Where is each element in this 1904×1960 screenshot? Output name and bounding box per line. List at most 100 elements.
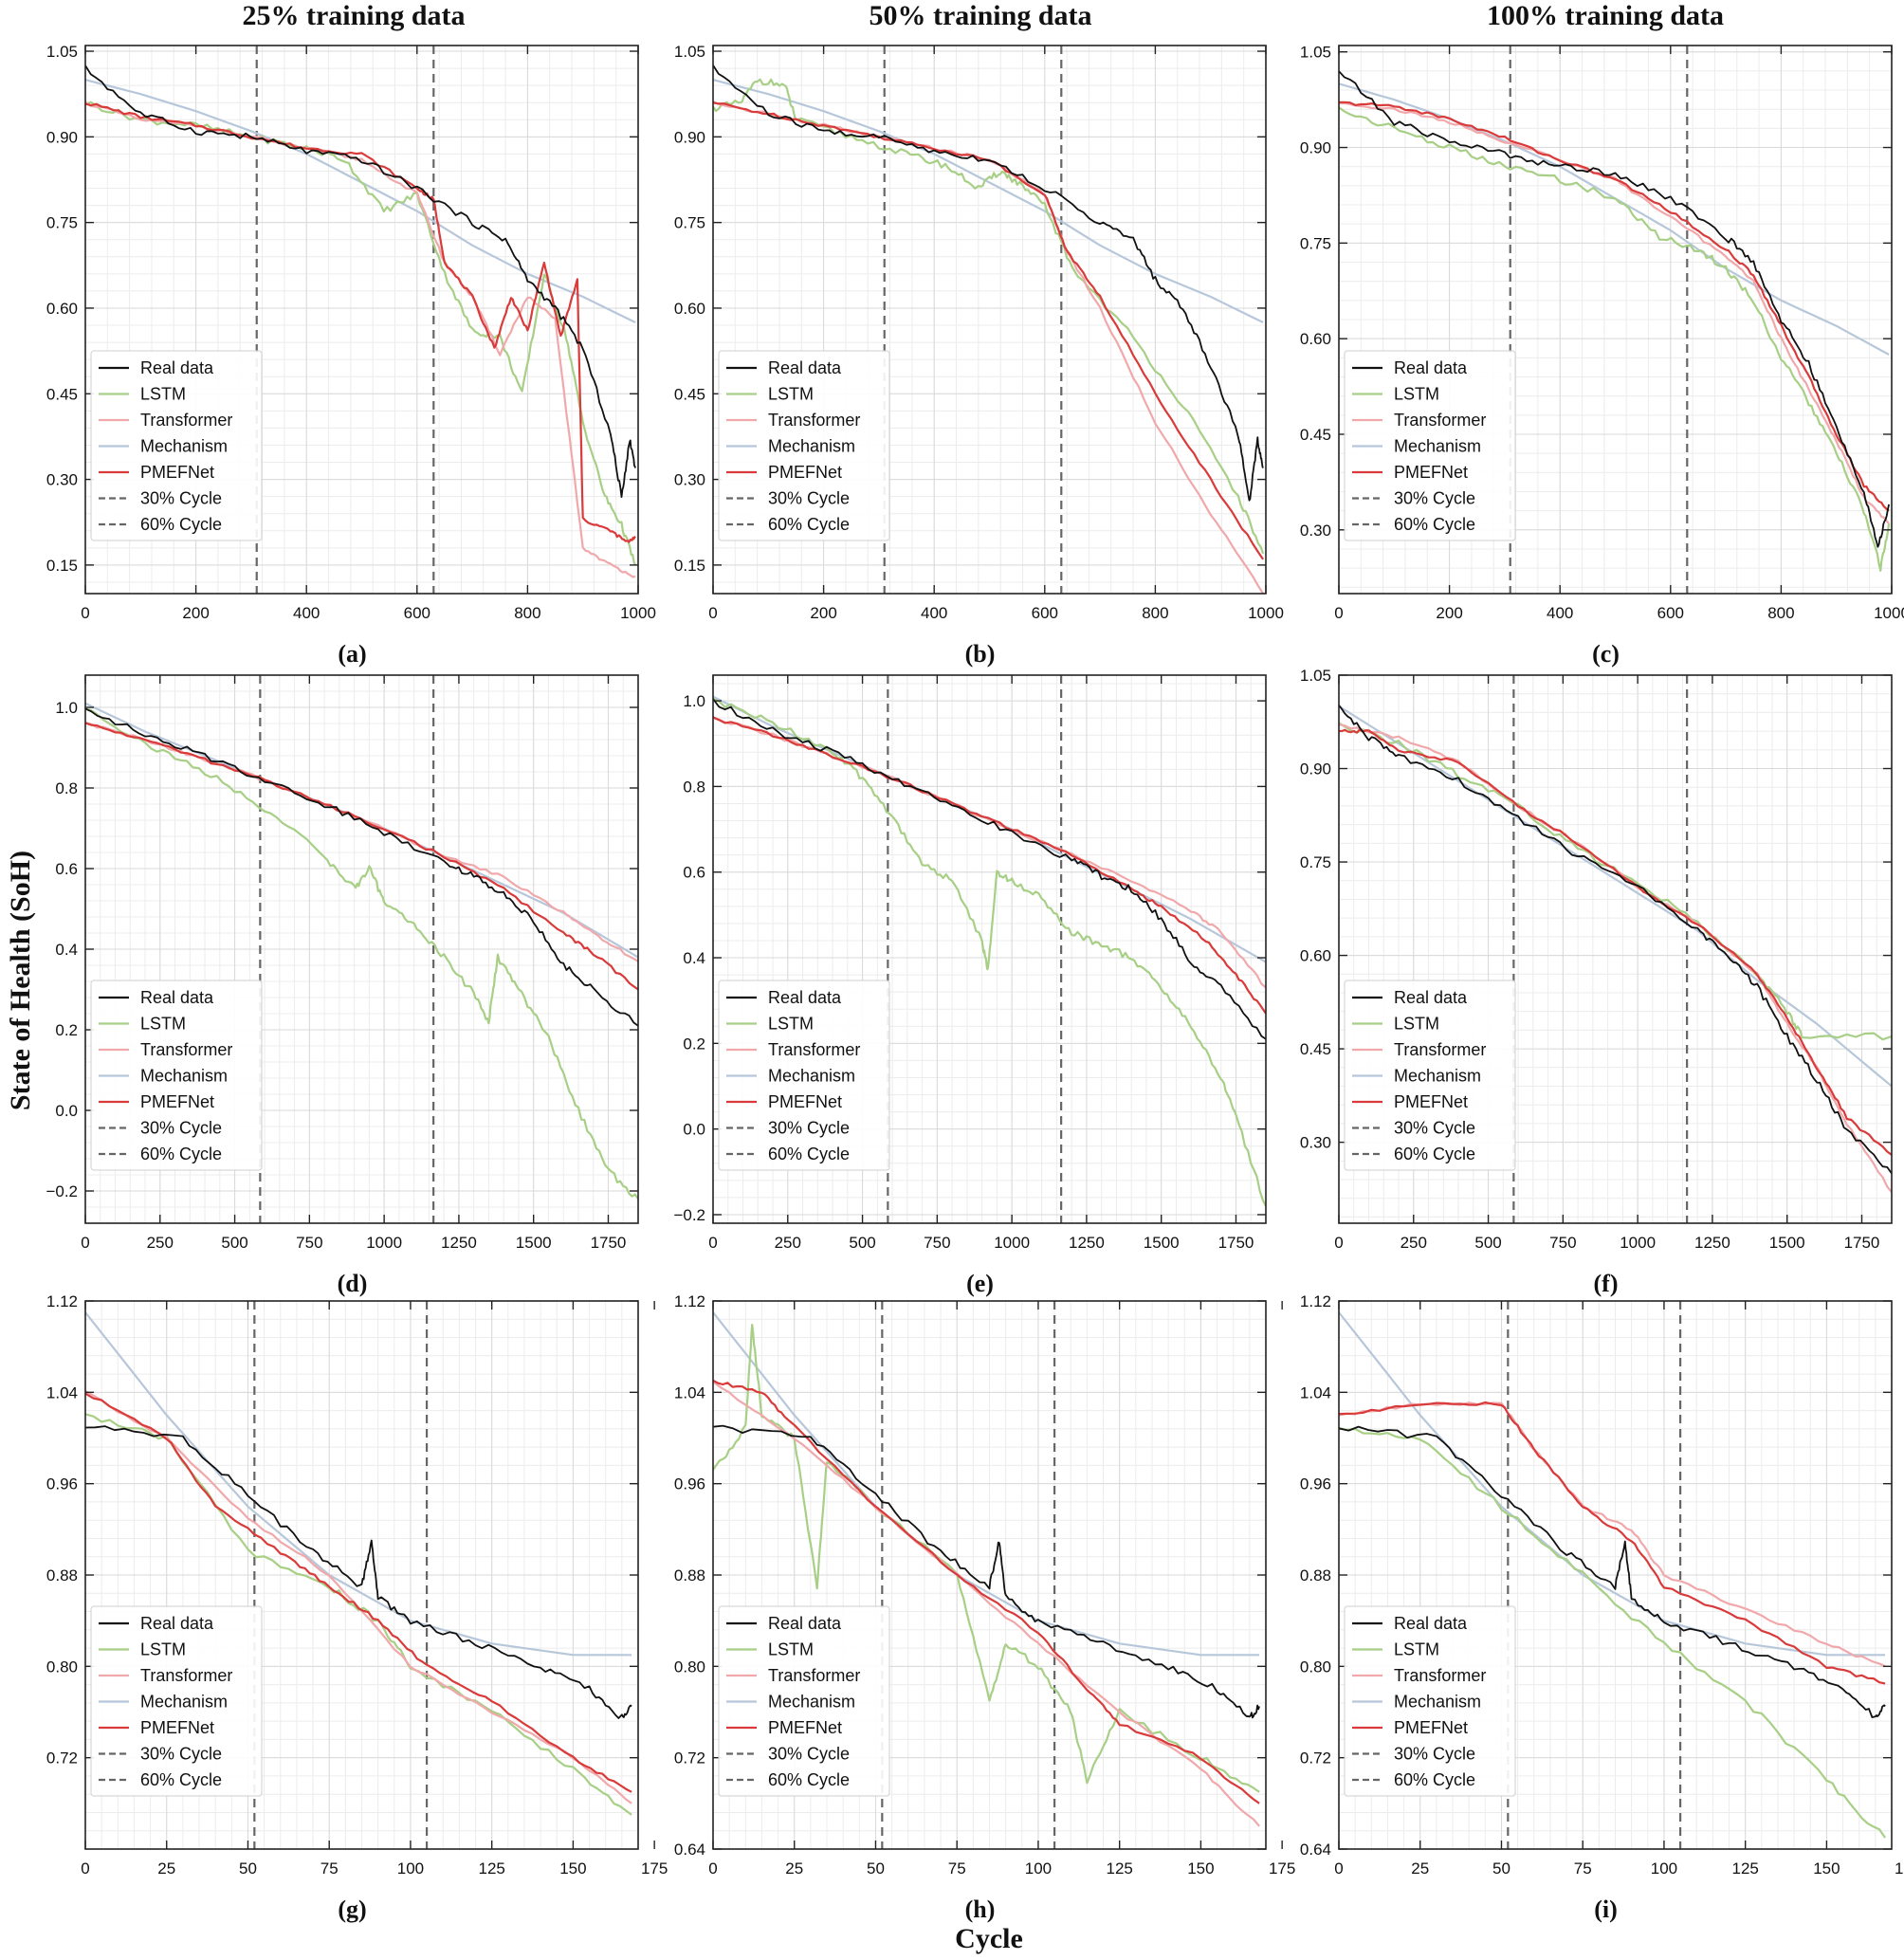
plot-frame xyxy=(712,674,1267,1224)
legend-label: Real data xyxy=(768,1614,842,1633)
x-tick-label: 800 xyxy=(1767,604,1794,622)
legend-label: 60% Cycle xyxy=(1394,1145,1475,1163)
x-tick-label: 75 xyxy=(1574,1859,1592,1878)
x-tick-label: 1000 xyxy=(366,1234,402,1252)
series-pmefnet xyxy=(713,716,1266,1015)
subplot-a: 0 200 400 600 800 1000 0.15 0.30 0.45 0.60 0.75 0.9… xyxy=(46,43,656,668)
series-mechanism xyxy=(1339,82,1890,356)
subplot-d: 0 250 500 750 1000 1250 1500 1750 −0.2 0.0 0.2 0.4 0… xyxy=(46,674,639,1297)
x-tick-label: 1000 xyxy=(1874,604,1904,622)
legend-box xyxy=(90,980,263,1171)
x-tick-label: 250 xyxy=(775,1234,801,1252)
series-transformer xyxy=(713,1381,1260,1827)
x-tick-label: 1500 xyxy=(516,1234,552,1252)
y-tick-label: 0.90 xyxy=(1300,760,1331,779)
legend-label: 30% Cycle xyxy=(140,1745,222,1764)
legend-label: Real data xyxy=(140,1614,214,1633)
series-lstm xyxy=(85,707,638,1200)
y-tick-label: 0.88 xyxy=(674,1566,705,1584)
legend-label: LSTM xyxy=(768,1015,814,1034)
legend-label: Transformer xyxy=(768,1666,860,1685)
legend-label: 30% Cycle xyxy=(140,489,222,508)
series-lstm xyxy=(713,698,1266,1207)
x-tick-label: 50 xyxy=(239,1859,257,1878)
x-tick-label: 250 xyxy=(1401,1234,1427,1252)
y-tick-label: 1.12 xyxy=(674,1292,705,1310)
legend-label: PMEFNet xyxy=(768,1718,842,1737)
x-tick-label: 100 xyxy=(1651,1859,1677,1878)
legend-box xyxy=(718,1605,890,1797)
series-real-data xyxy=(713,64,1264,502)
series-lstm xyxy=(1339,722,1892,1041)
series-lstm xyxy=(1339,1426,1887,1839)
legend-label: PMEFNet xyxy=(1394,1092,1468,1111)
legend-box xyxy=(718,350,890,541)
legend-label: 30% Cycle xyxy=(140,1119,222,1138)
y-tick-label: 0.8 xyxy=(683,778,705,796)
series-real-data xyxy=(85,64,636,498)
series-transformer xyxy=(85,721,638,962)
y-tick-label: 0.15 xyxy=(674,557,705,575)
legend-label: Transformer xyxy=(1394,1666,1486,1685)
series-real-data xyxy=(1339,1425,1886,1718)
x-tick-label: 800 xyxy=(514,604,540,622)
y-tick-label: 0.64 xyxy=(674,1841,705,1859)
legend-box xyxy=(1344,1605,1516,1797)
legend-box xyxy=(90,1605,263,1797)
subplot-e: 0 250 500 750 1000 1250 1500 1750 −0.2 0.0 0.2 0.4 0… xyxy=(673,674,1267,1297)
legend-label: PMEFNet xyxy=(768,463,842,482)
x-tick-label: 1000 xyxy=(620,604,656,622)
series-real-data xyxy=(713,698,1266,1040)
y-tick-label: −0.2 xyxy=(46,1182,78,1200)
y-tick-label: 0.30 xyxy=(674,471,705,489)
series-lstm xyxy=(1339,106,1891,572)
x-tick-label: 100 xyxy=(1025,1859,1052,1878)
x-tick-label: 25 xyxy=(157,1859,175,1878)
legend-label: Transformer xyxy=(768,1040,860,1059)
legend-label: Real data xyxy=(140,358,214,377)
y-tick-label: 0.30 xyxy=(1300,1134,1331,1152)
x-tick-label: 1250 xyxy=(1069,1234,1105,1252)
series-real-data xyxy=(85,707,638,1027)
legend-label: PMEFNet xyxy=(1394,463,1468,482)
legend-label: 30% Cycle xyxy=(768,1119,850,1138)
x-tick-label: 500 xyxy=(849,1234,875,1252)
legend-box xyxy=(90,350,263,541)
x-tick-label: 175 xyxy=(1269,1859,1295,1878)
x-tick-label: 400 xyxy=(293,604,320,622)
y-tick-label: 0.75 xyxy=(46,214,78,232)
x-tick-label: 200 xyxy=(810,604,836,622)
legend-label: PMEFNet xyxy=(140,1718,214,1737)
legend-label: LSTM xyxy=(140,385,186,404)
panel-label: (h) xyxy=(965,1896,996,1923)
y-tick-label: 0.60 xyxy=(1300,947,1331,965)
legend-label: Real data xyxy=(1394,988,1468,1007)
plot-frame xyxy=(84,45,639,595)
x-tick-label: 800 xyxy=(1142,604,1168,622)
legend-label: Real data xyxy=(1394,1614,1468,1633)
y-tick-label: 0.72 xyxy=(1300,1749,1331,1768)
x-tick-label: 0 xyxy=(708,604,717,622)
y-tick-label: 0.45 xyxy=(46,385,78,403)
series-pmefnet xyxy=(713,1379,1260,1804)
y-tick-label: 0.30 xyxy=(1300,522,1331,540)
legend-label: Real data xyxy=(1394,358,1468,377)
legend-label: 30% Cycle xyxy=(768,1745,850,1764)
panel-label: (d) xyxy=(338,1270,368,1297)
y-tick-label: 0.15 xyxy=(46,557,78,575)
legend-label: Mechanism xyxy=(140,1067,228,1086)
legend-label: LSTM xyxy=(1394,1015,1439,1034)
legend-label: Mechanism xyxy=(1394,437,1481,456)
x-tick-label: 100 xyxy=(397,1859,424,1878)
y-tick-label: 0.6 xyxy=(55,860,78,878)
series-mechanism xyxy=(85,702,638,959)
series-pmefnet xyxy=(1339,1401,1886,1685)
x-tick-label: 400 xyxy=(1547,604,1573,622)
legend-label: Transformer xyxy=(1394,1040,1486,1059)
y-tick-label: 0.88 xyxy=(46,1566,78,1584)
y-tick-label: 0.88 xyxy=(1300,1566,1331,1584)
x-tick-label: 1000 xyxy=(994,1234,1030,1252)
series-mechanism xyxy=(85,79,636,323)
panel-label: (a) xyxy=(338,640,366,668)
x-tick-label: 1250 xyxy=(441,1234,477,1252)
